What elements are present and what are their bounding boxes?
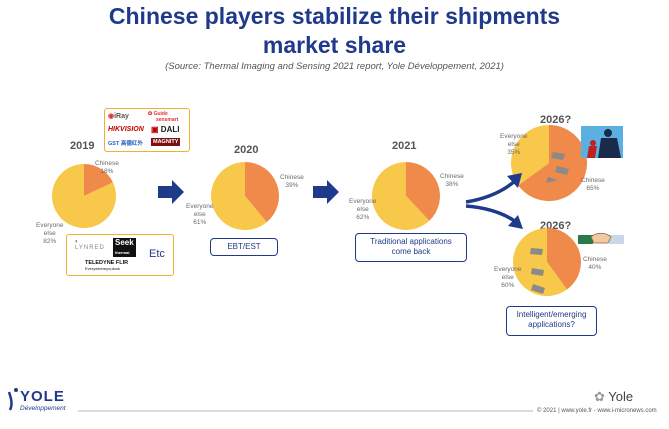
other-logos-box: ◐ LYNRED Seek thermal TELEDYNE FLIR Everywh… — [66, 234, 174, 276]
growth-arrows-icon — [530, 248, 545, 294]
gst-logo: GST 高德红外 — [108, 141, 143, 147]
label-2020-else: Everyone else 61% — [186, 203, 214, 226]
label-2026b-else: Everyone else 60% — [494, 266, 522, 289]
pie-2-slice-chinese — [406, 162, 440, 221]
growth-arrows-icon — [546, 152, 569, 183]
label-2019-chinese: Chinese 18% — [95, 160, 119, 175]
arrow-up-right-icon — [465, 178, 518, 204]
pie-title-2020: 2020 — [234, 144, 259, 156]
note-traditional: Traditional applications come back — [355, 233, 467, 262]
pie-title-2026-a: 2026? — [540, 114, 572, 126]
pie-3-slice-chinese — [518, 125, 587, 201]
pie-0-slice-chinese — [84, 164, 113, 196]
teledyne-logo: TELEDYNE FLIR Everywhereyoulook — [85, 260, 129, 271]
pie-1-slice-everyone-else — [211, 162, 267, 230]
pie-4-slice-everyone-else — [513, 228, 567, 296]
arm-wrestling-icon — [581, 126, 623, 158]
label-2021-chinese: Chinese 38% — [440, 173, 464, 188]
page-title: Chinese players stabilize their shipment… — [0, 2, 669, 60]
source-note: (Source: Thermal Imaging and Sensing 202… — [165, 61, 504, 72]
note-intelligent: Intelligent/emerging applications? — [506, 306, 597, 336]
pie-2-slice-everyone-else — [372, 162, 430, 231]
pie-4-slice-chinese — [547, 228, 581, 290]
wechat-icon: ✿ — [594, 389, 605, 404]
chinese-logos-box: ◉iRay ✪ Guide sensmart HIKVISION ▣ DALI G… — [104, 108, 190, 152]
label-2019-else: Everyone else 82% — [36, 222, 64, 245]
pie-title-2019: 2019 — [70, 140, 95, 152]
hikvision-logo: HIKVISION — [108, 126, 144, 133]
etc-label: Etc — [149, 248, 165, 260]
seek-logo: Seek thermal — [113, 238, 136, 257]
label-2026a-chinese: Chinese 65% — [581, 177, 605, 192]
pie-3-slice-everyone-else — [510, 125, 549, 186]
label-2020-chinese: Chinese 39% — [280, 174, 304, 189]
label-2026b-chinese: Chinese 40% — [583, 256, 607, 271]
note-ebt: EBT/EST — [210, 238, 278, 256]
pie-1-slice-chinese — [245, 162, 279, 223]
watermark: ✿ Yole — [594, 389, 634, 404]
arrow-right-icon — [313, 180, 339, 204]
pie-0-slice-everyone-else — [52, 164, 116, 228]
pie-title-2021: 2021 — [392, 140, 417, 152]
yole-brand: YOLE — [20, 388, 65, 405]
handshake-icon — [578, 226, 624, 248]
lynred-logo: ◐ LYNRED — [75, 239, 105, 251]
arrow-down-right-icon — [465, 204, 518, 224]
yole-brand-sub: Développement — [20, 405, 66, 412]
arrow-right-icon — [158, 180, 184, 204]
iray-logo: ◉iRay — [108, 113, 129, 120]
label-2021-else: Everyone else 62% — [349, 198, 377, 221]
title-line-1: Chinese players stabilize their shipment… — [108, 3, 561, 29]
guide-logo: ✪ Guide sensmart — [148, 111, 179, 123]
copyright: © 2021 | www.yole.fr - www.i-micronews.c… — [537, 408, 657, 414]
label-2026a-else: Everyone else 35% — [500, 133, 528, 156]
title-line-2: market share — [262, 32, 407, 58]
magnity-logo: MAGNITY — [151, 138, 181, 146]
dali-logo: ▣ DALI — [151, 125, 180, 134]
yole-logo — [6, 386, 20, 417]
